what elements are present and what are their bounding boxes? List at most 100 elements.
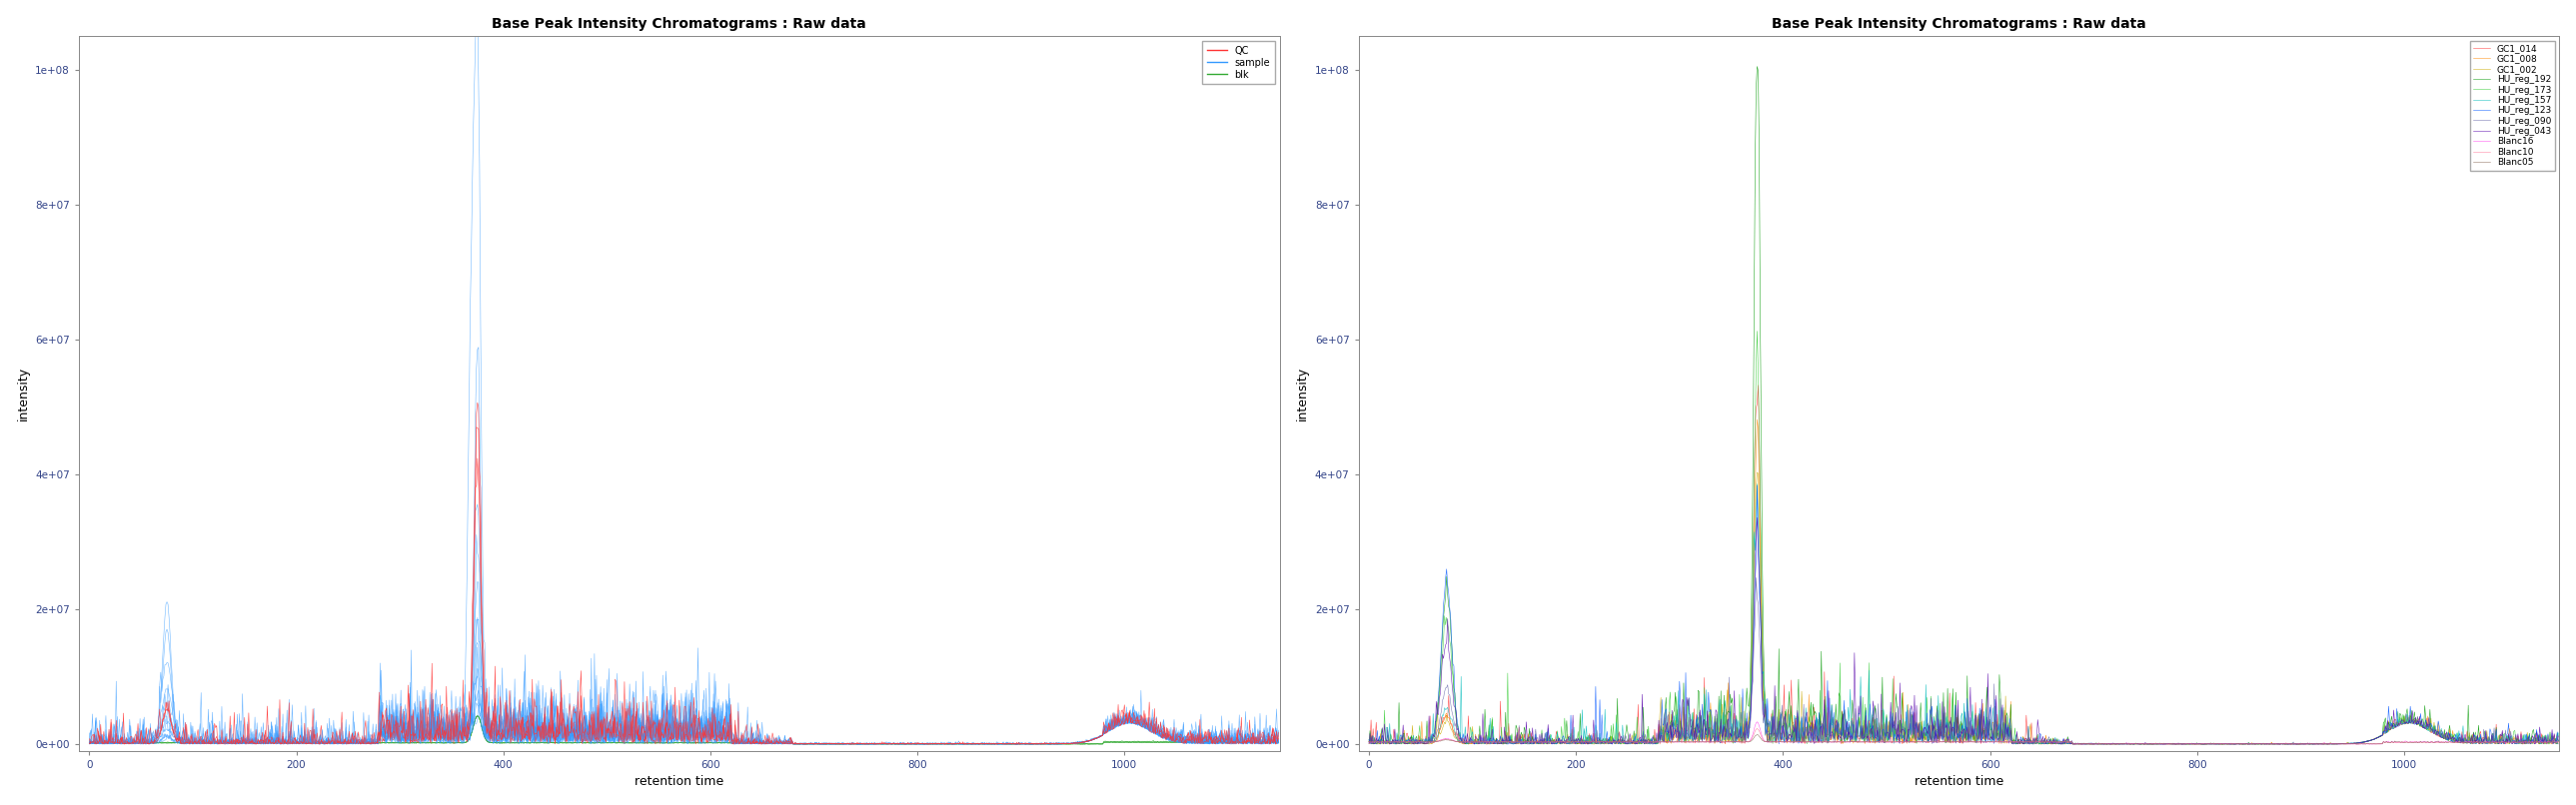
HU_reg_123 (2491, 735, 2522, 745)
HU_reg_090 (1862, 699, 1893, 708)
GC1_002 (1649, 726, 1680, 736)
HU_reg_173 (2543, 731, 2573, 741)
HU_reg_157 (1862, 737, 1893, 747)
Y-axis label: intensity: intensity (15, 366, 31, 420)
GC1_014 (2543, 737, 2573, 746)
GC1_002 (1388, 739, 1419, 749)
HU_reg_173 (1388, 737, 1419, 747)
Blanc16 (2231, 739, 2262, 749)
HU_reg_090 (2117, 739, 2148, 749)
HU_reg_123 (2543, 737, 2573, 746)
Blanc05 (2491, 737, 2522, 747)
HU_reg_090 (2246, 739, 2277, 749)
HU_reg_123 (2166, 739, 2197, 749)
GC1_002 (1352, 739, 1383, 749)
Legend: QC, sample, blk: QC, sample, blk (1203, 41, 1275, 85)
Blanc10 (2491, 738, 2522, 748)
GC1_014 (1352, 737, 1383, 747)
Blanc16 (1741, 717, 1772, 727)
GC1_008 (1646, 736, 1677, 745)
HU_reg_192 (2244, 739, 2275, 749)
HU_reg_173 (2244, 739, 2275, 749)
HU_reg_173 (1741, 326, 1772, 336)
Line: GC1_002: GC1_002 (1368, 473, 2558, 744)
HU_reg_157 (2045, 739, 2076, 749)
Line: GC1_014: GC1_014 (1368, 386, 2558, 744)
GC1_002 (2246, 739, 2277, 749)
Blanc16 (1862, 737, 1893, 746)
HU_reg_090 (2543, 739, 2573, 749)
Line: HU_reg_090: HU_reg_090 (1368, 578, 2558, 744)
HU_reg_157 (2246, 739, 2277, 749)
Blanc10 (1561, 737, 1592, 746)
HU_reg_192 (1561, 733, 1592, 743)
GC1_014 (2246, 739, 2277, 749)
Title: Base Peak Intensity Chromatograms : Raw data: Base Peak Intensity Chromatograms : Raw … (1772, 17, 2146, 31)
GC1_008 (1862, 736, 1893, 745)
HU_reg_192 (1388, 729, 1419, 738)
HU_reg_157 (2543, 729, 2573, 738)
HU_reg_090 (1388, 739, 1419, 749)
GC1_014 (1646, 725, 1677, 735)
GC1_008 (2491, 737, 2522, 747)
Blanc16 (1388, 737, 1419, 746)
HU_reg_123 (1388, 737, 1419, 747)
Y-axis label: intensity: intensity (1296, 366, 1309, 420)
HU_reg_043 (1862, 729, 1893, 739)
HU_reg_090 (1741, 573, 1772, 583)
Blanc10 (1741, 724, 1772, 733)
Blanc05 (2246, 739, 2277, 749)
GC1_002 (1741, 468, 1772, 477)
GC1_008 (1561, 737, 1592, 747)
Blanc05 (1352, 737, 1383, 746)
HU_reg_192 (2543, 735, 2573, 745)
HU_reg_157 (1741, 479, 1772, 489)
Line: HU_reg_157: HU_reg_157 (1368, 484, 2558, 744)
HU_reg_090 (2491, 725, 2522, 735)
GC1_008 (2246, 739, 2277, 749)
HU_reg_123 (2246, 739, 2277, 749)
Line: Blanc16: Blanc16 (1368, 722, 2558, 744)
GC1_014 (2491, 739, 2522, 749)
Blanc16 (2543, 737, 2573, 747)
Line: HU_reg_173: HU_reg_173 (1368, 331, 2558, 744)
Blanc05 (1862, 737, 1893, 746)
HU_reg_043 (1388, 739, 1419, 749)
HU_reg_173 (1862, 728, 1893, 737)
X-axis label: retention time: retention time (634, 775, 724, 788)
GC1_014 (2190, 739, 2221, 749)
HU_reg_123 (1646, 695, 1677, 704)
HU_reg_123 (1352, 735, 1383, 745)
Blanc10 (1646, 737, 1677, 747)
GC1_014 (1388, 736, 1419, 745)
Blanc05 (1741, 730, 1772, 740)
Blanc16 (1646, 737, 1677, 746)
HU_reg_192 (1862, 732, 1893, 741)
Line: Blanc10: Blanc10 (1368, 729, 2558, 744)
HU_reg_157 (1646, 728, 1677, 737)
HU_reg_157 (1388, 733, 1419, 743)
HU_reg_173 (1646, 729, 1677, 739)
GC1_008 (2079, 739, 2110, 749)
Blanc05 (1388, 737, 1419, 747)
Line: GC1_008: GC1_008 (1368, 419, 2558, 744)
HU_reg_192 (1741, 62, 1772, 72)
HU_reg_043 (1352, 739, 1383, 749)
X-axis label: retention time: retention time (1914, 775, 2004, 788)
Title: Base Peak Intensity Chromatograms : Raw data: Base Peak Intensity Chromatograms : Raw … (492, 17, 866, 31)
HU_reg_043 (2491, 738, 2522, 748)
GC1_008 (1388, 725, 1419, 735)
Blanc16 (1352, 737, 1383, 747)
GC1_002 (1471, 739, 1502, 749)
HU_reg_090 (1561, 739, 1592, 749)
HU_reg_043 (1741, 513, 1772, 522)
HU_reg_123 (1741, 481, 1772, 490)
HU_reg_192 (1352, 737, 1383, 746)
HU_reg_173 (2488, 729, 2519, 738)
HU_reg_157 (2491, 737, 2522, 746)
HU_reg_123 (1561, 738, 1592, 748)
HU_reg_090 (1352, 738, 1383, 748)
GC1_002 (2491, 737, 2522, 747)
GC1_002 (1865, 737, 1896, 746)
Line: HU_reg_123: HU_reg_123 (1368, 485, 2558, 744)
